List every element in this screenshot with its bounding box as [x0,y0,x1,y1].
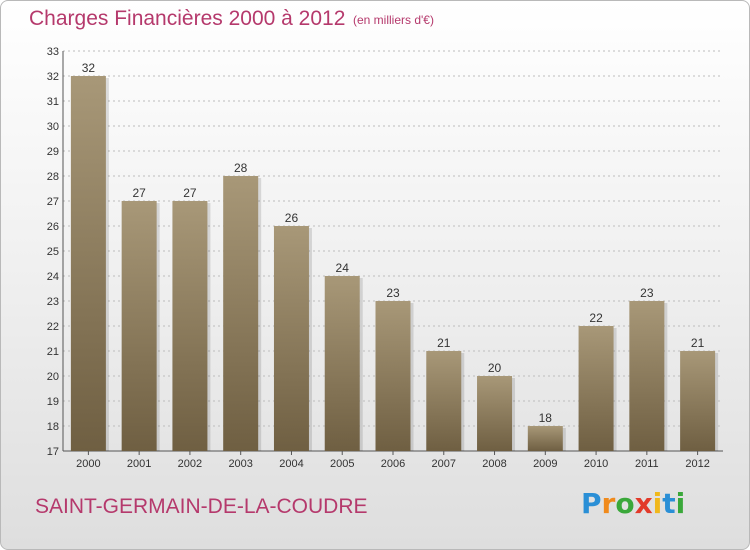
bar-2005 [324,276,360,451]
brand-letter: i [675,487,686,520]
y-tick-label: 23 [47,296,59,308]
y-tick-label: 26 [47,221,59,233]
x-tick-label: 2001 [127,458,151,470]
brand-letter: o [615,487,635,520]
y-tick-label: 32 [47,71,59,83]
data-label: 28 [234,161,248,175]
chart-subtitle: (en milliers d'€) [353,13,434,27]
x-tick-label: 2007 [432,458,456,470]
city-name: SAINT-GERMAIN-DE-LA-COUDRE [35,495,368,518]
bar-2010 [578,326,614,451]
brand-letter: P [581,487,602,520]
data-label: 23 [386,286,400,300]
x-tick-label: 2005 [330,458,354,470]
brand-letter: i [652,487,663,520]
brand-letter: r [601,487,616,520]
y-tick-label: 21 [47,346,59,358]
bar-2002 [172,201,208,451]
bar-2011 [629,301,665,451]
bar-2006 [375,301,411,451]
x-tick-label: 2003 [228,458,252,470]
y-tick-label: 19 [47,396,59,408]
data-label: 27 [183,186,197,200]
y-tick-label: 30 [47,121,59,133]
y-tick-label: 25 [47,246,59,258]
bar-2007 [426,351,462,451]
data-label: 24 [336,261,350,275]
brand-letter: x [634,487,653,520]
data-label: 23 [640,286,654,300]
y-tick-label: 20 [47,371,59,383]
brand-letter: t [662,487,676,520]
bar-2004 [273,226,309,451]
bar-2001 [121,201,157,451]
y-tick-label: 29 [47,146,59,158]
y-tick-label: 27 [47,196,59,208]
data-label: 26 [285,211,299,225]
x-tick-label: 2004 [279,458,303,470]
data-label: 21 [691,336,705,350]
chart-title: Charges Financières 2000 à 2012 [29,7,346,30]
y-tick-label: 18 [47,421,59,433]
x-tick-label: 2000 [76,458,100,470]
x-tick-label: 2006 [381,458,405,470]
data-label: 21 [437,336,451,350]
bar-2003 [223,176,259,451]
y-tick-label: 24 [47,271,59,283]
data-label: 32 [82,61,96,75]
y-tick-label: 28 [47,171,59,183]
y-tick-label: 17 [47,446,59,458]
bar-2000 [70,76,106,451]
x-tick-label: 2008 [482,458,506,470]
x-tick-label: 2010 [584,458,608,470]
y-tick-label: 31 [47,96,59,108]
data-label: 18 [539,411,553,425]
y-tick-label: 33 [47,46,59,58]
y-tick-label: 22 [47,321,59,333]
x-tick-label: 2012 [685,458,709,470]
x-tick-label: 2009 [533,458,557,470]
bar-2012 [680,351,716,451]
data-label: 20 [488,361,502,375]
bar-2008 [477,376,513,451]
data-label: 22 [589,311,603,325]
x-tick-label: 2011 [635,458,659,470]
x-tick-label: 2002 [178,458,202,470]
bar-2009 [527,426,563,451]
proxiti-logo: Proxiti [581,487,685,520]
data-label: 27 [132,186,146,200]
